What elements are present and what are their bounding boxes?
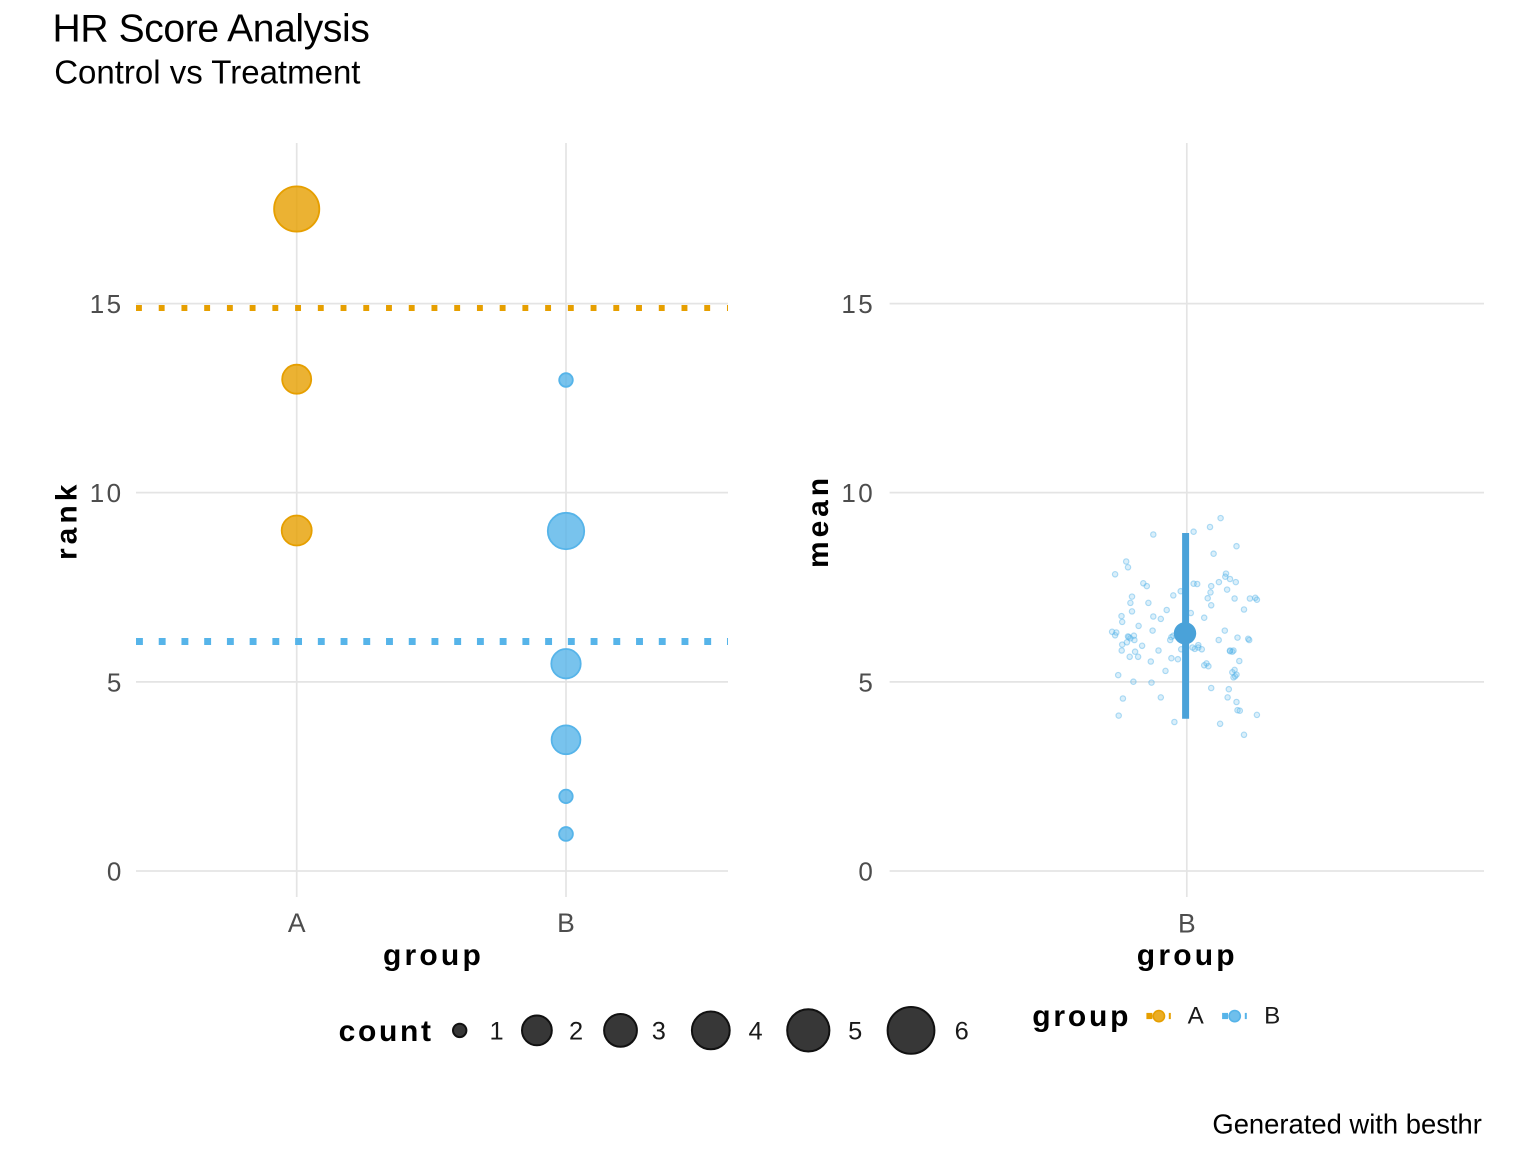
svg-text:5: 5 [848, 1018, 862, 1046]
svg-text:group: group [1137, 939, 1238, 972]
svg-text:Control vs Treatment: Control vs Treatment [54, 53, 360, 90]
svg-text:B: B [1264, 1003, 1280, 1030]
svg-text:mean: mean [802, 474, 835, 568]
svg-text:1: 1 [489, 1018, 503, 1046]
svg-text:A: A [288, 908, 306, 938]
svg-text:group: group [1032, 1000, 1131, 1033]
svg-text:HR Score Analysis: HR Score Analysis [53, 7, 370, 50]
svg-text:5: 5 [107, 667, 121, 697]
svg-text:B: B [1178, 909, 1196, 939]
svg-text:15: 15 [841, 289, 875, 319]
svg-text:group: group [383, 939, 484, 972]
svg-text:B: B [557, 908, 575, 938]
svg-text:10: 10 [90, 478, 124, 508]
svg-text:rank: rank [51, 481, 84, 560]
svg-text:0: 0 [858, 856, 872, 886]
svg-text:4: 4 [748, 1018, 762, 1046]
svg-text:15: 15 [90, 289, 124, 319]
svg-text:10: 10 [841, 478, 875, 508]
svg-text:Generated with besthr: Generated with besthr [1212, 1109, 1482, 1140]
svg-text:0: 0 [107, 856, 121, 886]
svg-text:count: count [339, 1015, 434, 1048]
svg-text:6: 6 [955, 1018, 969, 1046]
svg-text:A: A [1188, 1003, 1205, 1030]
svg-text:3: 3 [652, 1018, 666, 1046]
svg-text:2: 2 [569, 1018, 583, 1046]
svg-text:5: 5 [858, 667, 872, 697]
